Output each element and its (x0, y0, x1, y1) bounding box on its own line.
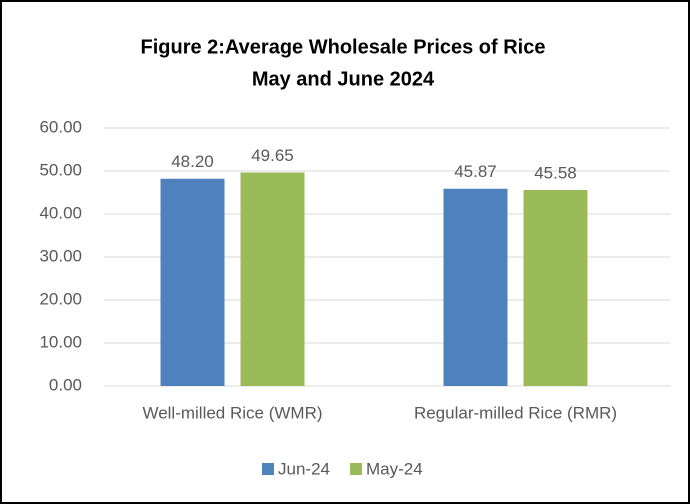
legend-label: Jun-24 (278, 459, 330, 478)
data-label: 45.87 (454, 162, 497, 181)
y-tick-label: 60.00 (39, 117, 82, 136)
y-tick-label: 50.00 (39, 160, 82, 179)
legend-swatch (262, 463, 274, 475)
data-label: 48.20 (171, 152, 214, 171)
y-tick-label: 0.00 (49, 375, 82, 394)
data-label: 49.65 (251, 146, 294, 165)
legend-swatch (350, 463, 362, 475)
bar (240, 172, 305, 386)
y-tick-label: 40.00 (39, 203, 82, 222)
y-tick-label: 20.00 (39, 289, 82, 308)
x-tick-label: Well-milled Rice (WMR) (142, 403, 322, 422)
y-tick-label: 30.00 (39, 246, 82, 265)
y-tick-label: 10.00 (39, 332, 82, 351)
data-label: 45.58 (534, 163, 577, 182)
bar (523, 190, 588, 386)
x-tick-label: Regular-milled Rice (RMR) (414, 403, 617, 422)
bar (160, 178, 225, 386)
chart-title: Figure 2:Average Wholesale Prices of Ric… (141, 36, 546, 58)
legend-label: May-24 (366, 459, 423, 478)
chart-subtitle: May and June 2024 (252, 68, 435, 90)
bar (443, 188, 508, 386)
